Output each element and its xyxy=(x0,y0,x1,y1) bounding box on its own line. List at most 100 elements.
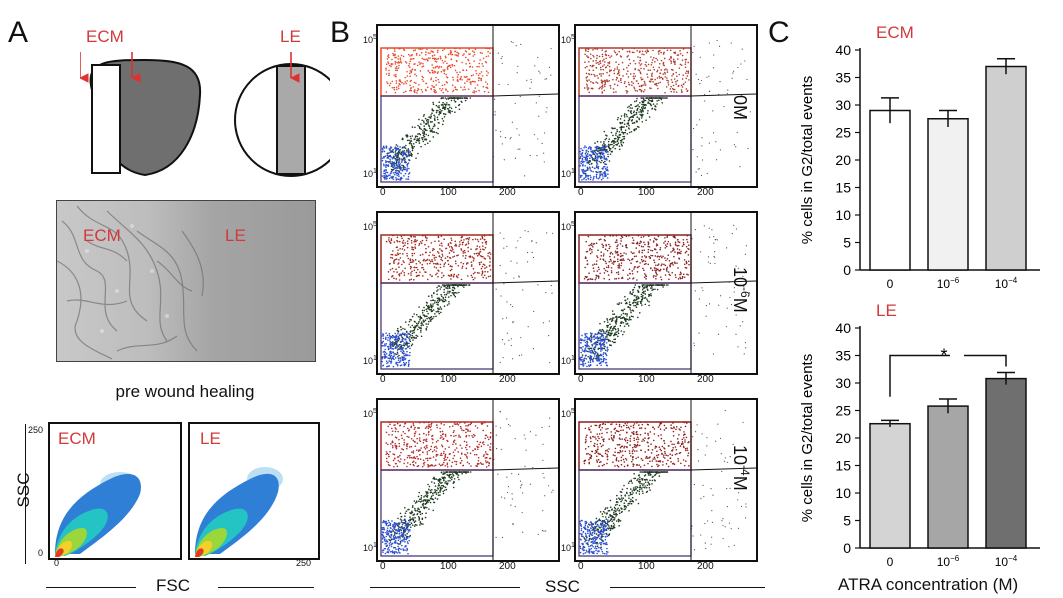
y-tick-label: 30 xyxy=(835,97,851,113)
flow-ytick-top-exp: 5 xyxy=(571,221,575,228)
ssc-axis-label-b: SSC xyxy=(545,577,580,596)
flow-xtick-200: 200 xyxy=(499,374,516,385)
y-tick-label: 30 xyxy=(835,375,851,391)
flow-xtick-100: 100 xyxy=(440,374,457,385)
row-label-1e-4-base: 10 xyxy=(730,445,750,466)
flow-scatter xyxy=(380,26,559,186)
flow-xtick-100: 100 xyxy=(638,187,655,198)
flow-xtick-0: 0 xyxy=(380,374,386,385)
flow-ytick-bottom: 101 xyxy=(561,355,575,366)
flow-ytick-bottom: 101 xyxy=(363,168,377,179)
flow-ytick-bottom: 101 xyxy=(363,355,377,366)
flow-ytick-top-exp: 5 xyxy=(571,34,575,41)
flow-ytick-top-exp: 5 xyxy=(373,34,377,41)
density-le-label: LE xyxy=(200,429,221,448)
flow-xtick-0: 0 xyxy=(578,561,584,572)
y-tick-label: 0 xyxy=(843,262,851,278)
x-tick-exp-1: −6 xyxy=(950,554,960,563)
y-axis-label: % cells in G2/total events xyxy=(799,76,816,244)
bar-chart-le: LE 0 5 10 15 20 25 30 35 40 % cells in G2/total ev… xyxy=(799,301,1040,569)
y-tick-label: 25 xyxy=(835,403,851,419)
ssc-axis-line-b-right xyxy=(610,587,765,588)
bar-2 xyxy=(985,377,1027,549)
flow-ytick-top: 105 xyxy=(363,408,377,419)
flow-ytick-bottom-exp: 1 xyxy=(571,542,575,549)
x-tick-label-2: 10−4 xyxy=(995,554,1018,569)
c-xlabel: ATRA concentration (M) xyxy=(838,575,1019,594)
flow-ytick-bottom: 101 xyxy=(561,168,575,179)
row-label-1e-4: 10-4M xyxy=(729,445,752,491)
flow-plot-r1-c0 xyxy=(376,211,560,375)
gate-divider-h xyxy=(492,93,559,97)
flow-ytick-bottom-exp: 1 xyxy=(571,355,575,362)
flow-ytick-bottom-exp: 1 xyxy=(373,355,377,362)
y-tick-label: 35 xyxy=(835,348,851,364)
flow-xtick-100: 100 xyxy=(638,561,655,572)
sig-bracket-left xyxy=(889,354,950,397)
density-ytick-bottom: 0 xyxy=(38,548,44,558)
x-tick-label-1: 10−6 xyxy=(937,276,960,291)
chart-title: ECM xyxy=(876,23,914,42)
y-tick-label: 0 xyxy=(843,540,851,556)
flow-scatter xyxy=(380,400,559,560)
flow-scatter xyxy=(578,26,757,186)
density-xtick-250: 250 xyxy=(296,558,312,568)
flow-ytick-top-exp: 5 xyxy=(373,408,377,415)
row-label-1e-4-unit: M xyxy=(730,475,750,491)
y-tick-label: 40 xyxy=(835,320,851,336)
density-plot-le: LE xyxy=(188,422,320,560)
y-tick-label: 15 xyxy=(835,458,851,474)
gate-purple xyxy=(578,95,692,183)
significance-marker: * xyxy=(940,346,947,366)
density-ytick-top: 250 xyxy=(28,425,44,435)
flow-xtick-0: 0 xyxy=(380,187,386,198)
row-label-1e-6-unit: M xyxy=(730,297,750,313)
x-tick-exp-2: −4 xyxy=(1008,276,1018,285)
x-tick-label-1: 10−6 xyxy=(937,554,960,569)
flow-xtick-100: 100 xyxy=(638,374,655,385)
y-tick-label: 10 xyxy=(835,207,851,223)
bar-chart-ecm: ECM 0 5 10 15 20 25 30 35 40 % cells in G2/total e… xyxy=(799,23,1040,291)
flow-scatter xyxy=(578,400,757,560)
flow-scatter xyxy=(578,213,757,373)
row-label-0m: 0M xyxy=(729,95,750,120)
y-tick-label: 15 xyxy=(835,180,851,196)
y-tick-label: 10 xyxy=(835,485,851,501)
le-stripe xyxy=(276,65,306,175)
x-tick-exp-1: −6 xyxy=(950,276,960,285)
row-label-1e-6-base: 10 xyxy=(730,267,750,288)
gate-divider-h xyxy=(492,467,559,471)
flow-ytick-top: 105 xyxy=(363,221,377,232)
gate-divider-h xyxy=(492,280,559,284)
ssc-axis-line-a xyxy=(25,424,26,564)
row-label-1e-6-sup: -6 xyxy=(738,287,752,298)
flow-scatter xyxy=(380,213,559,373)
flow-ytick-top-exp: 5 xyxy=(373,221,377,228)
x-tick-exp-2: −4 xyxy=(1008,554,1018,563)
y-tick-label: 35 xyxy=(835,70,851,86)
flow-ytick-top-exp: 5 xyxy=(571,408,575,415)
cell-texture xyxy=(57,205,204,360)
flow-xtick-200: 200 xyxy=(499,561,516,572)
bar-0 xyxy=(869,422,911,549)
fsc-axis-line-right xyxy=(218,587,314,588)
flow-ytick-top: 105 xyxy=(363,34,377,45)
flow-plot-r2-c1 xyxy=(574,398,758,562)
flow-xtick-100: 100 xyxy=(440,561,457,572)
micro-ecm-label: ECM xyxy=(83,226,121,245)
ecm-lens-stripe xyxy=(91,64,121,174)
ecm-diagram-label: ECM xyxy=(86,27,124,46)
fsc-axis-line-left xyxy=(46,587,136,588)
gate-red xyxy=(578,421,692,471)
ssc-axis-label-a: SSC xyxy=(14,472,33,508)
row-label-1e-4-sup: -4 xyxy=(738,465,752,476)
x-tick-label-2: 10−4 xyxy=(995,276,1018,291)
x-tick-label-0: 0 xyxy=(887,277,894,291)
y-tick-label: 5 xyxy=(843,513,851,529)
gate-divider-h xyxy=(690,93,757,97)
flow-xtick-200: 200 xyxy=(499,187,516,198)
chart-title: LE xyxy=(876,301,897,320)
y-tick-label: 5 xyxy=(843,235,851,251)
panel-b-letter: B xyxy=(330,16,351,49)
flow-xtick-100: 100 xyxy=(440,187,457,198)
